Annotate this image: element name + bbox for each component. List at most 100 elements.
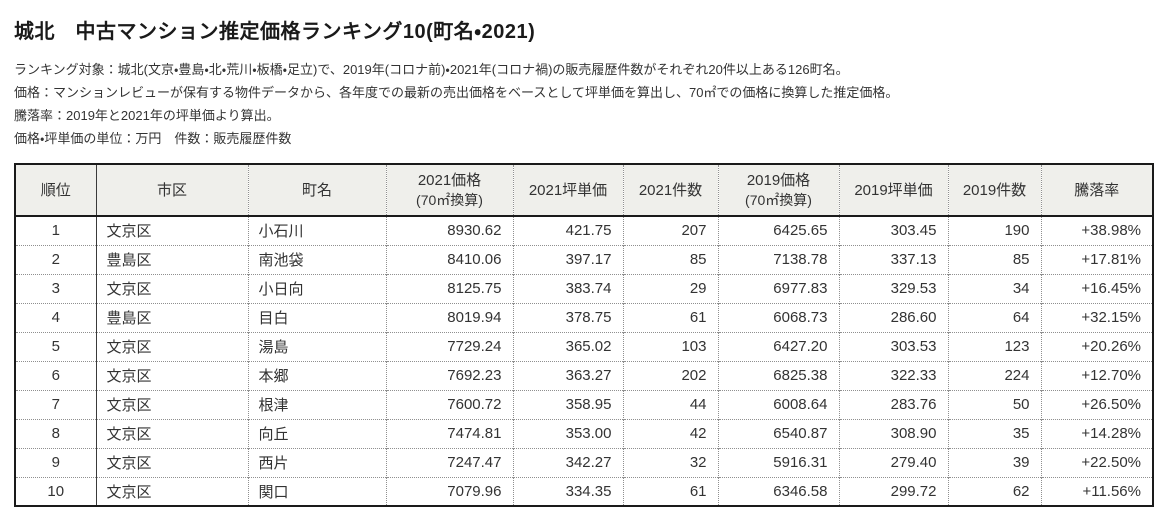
- cell-price2019: 6068.73: [718, 302, 840, 332]
- cell-price2021: 8410.06: [386, 244, 514, 274]
- cell-unit2021: 378.75: [513, 302, 624, 332]
- table-row: 4 豊島区 目白 8019.94 378.75 61 6068.73 286.60 64 +32.…: [15, 302, 1153, 332]
- column-header-label: 2019価格: [746, 172, 811, 189]
- cell-rank: 5: [15, 331, 97, 361]
- cell-price2019: 5916.31: [718, 447, 840, 477]
- cell-unit2021: 363.27: [513, 360, 624, 390]
- cell-ward: 文京区: [96, 216, 249, 245]
- column-header-sublabel: (70㎡換算): [745, 192, 812, 208]
- table-row: 3 文京区 小日向 8125.75 383.74 29 6977.83 329.53 34 +16…: [15, 273, 1153, 303]
- cell-price2021: 7474.81: [386, 418, 514, 448]
- note-change-rate: 騰落率：2019年と2021年の坪単価より算出。: [14, 108, 280, 123]
- column-header-count2019: 2019件数: [948, 164, 1042, 217]
- cell-unit2019: 279.40: [839, 447, 949, 477]
- table-row: 7 文京区 根津 7600.72 358.95 44 6008.64 283.76 50 +26.…: [15, 389, 1153, 419]
- cell-count2021: 61: [623, 302, 719, 332]
- table-row: 5 文京区 湯島 7729.24 365.02 103 6427.20 303.53 123 +2…: [15, 331, 1153, 361]
- cell-ward: 文京区: [96, 389, 249, 419]
- note-price-method: 価格：マンションレビューが保有する物件データから、各年度での最新の売出価格をベー…: [14, 85, 899, 100]
- table-header-row: 順位 市区 町名 2021価格 (70㎡換算) 2021坪単価 2021件数 2019価格 (7…: [15, 164, 1153, 217]
- cell-town: 向丘: [248, 418, 387, 448]
- cell-count2019: 62: [948, 476, 1042, 506]
- cell-rank: 8: [15, 418, 97, 448]
- page-title: 城北 中古マンション推定価格ランキング10(町名・2021): [14, 21, 536, 43]
- cell-price2019: 6425.65: [718, 216, 840, 245]
- column-header-unit2019: 2019坪単価: [839, 164, 949, 217]
- cell-rank: 1: [15, 216, 97, 245]
- cell-unit2019: 337.13: [839, 244, 949, 274]
- cell-ward: 文京区: [96, 447, 249, 477]
- cell-rank: 4: [15, 302, 97, 332]
- cell-change: +38.98%: [1081, 222, 1141, 240]
- column-header-price2019: 2019価格 (70㎡換算): [718, 164, 840, 217]
- cell-unit2021: 421.75: [513, 216, 624, 245]
- cell-count2019: 190: [948, 216, 1042, 245]
- cell-ward: 文京区: [96, 360, 249, 390]
- cell-count2019: 64: [948, 302, 1042, 332]
- table-row: 8 文京区 向丘 7474.81 353.00 42 6540.87 308.90 35 +14.…: [15, 418, 1153, 448]
- cell-town: 関口: [248, 476, 387, 506]
- cell-unit2019: 286.60: [839, 302, 949, 332]
- cell-price2019: 6008.64: [718, 389, 840, 419]
- note-ranking-target: ランキング対象：城北(文京・豊島・北・荒川・板橋・足立)で、2019年(コロナ前…: [14, 62, 849, 77]
- cell-count2019: 35: [948, 418, 1042, 448]
- table-row: 1 文京区 小石川 8930.62 421.75 207 6425.65 303.45 190 +…: [15, 216, 1153, 245]
- cell-unit2021: 397.17: [513, 244, 624, 274]
- cell-unit2019: 322.33: [839, 360, 949, 390]
- cell-unit2019: 283.76: [839, 389, 949, 419]
- cell-count2019: 39: [948, 447, 1042, 477]
- table-row: 6 文京区 本郷 7692.23 363.27 202 6825.38 322.33 224 +1…: [15, 360, 1153, 390]
- cell-unit2019: 329.53: [839, 273, 949, 303]
- cell-price2021: 7600.72: [386, 389, 514, 419]
- cell-count2021: 103: [623, 331, 719, 361]
- cell-change: +17.81%: [1041, 244, 1153, 274]
- column-header-label: 騰落率: [1074, 181, 1120, 199]
- cell-unit2021: 383.74: [513, 273, 624, 303]
- cell-price2019: 6540.87: [718, 418, 840, 448]
- cell-change: +32.15%: [1041, 302, 1153, 332]
- note-units: 価格・坪単価の単位：万円 件数：販売履歴件数: [14, 131, 292, 146]
- cell-unit2021: 353.00: [513, 418, 624, 448]
- cell-town: 目白: [248, 302, 387, 332]
- column-header-unit2021: 2021坪単価: [513, 164, 624, 217]
- cell-count2021: 44: [623, 389, 719, 419]
- cell-unit2021: 358.95: [513, 389, 624, 419]
- cell-change: +12.70%: [1041, 360, 1153, 390]
- column-header-rank: 順位: [15, 164, 97, 217]
- cell-price2019: 6825.38: [718, 360, 840, 390]
- table-row: 10 文京区 関口 7079.96 334.35 61 6346.58 299.72 62 +11…: [15, 476, 1153, 506]
- column-header-label: 2021坪単価: [528, 181, 608, 199]
- cell-price2019: 7138.78: [718, 244, 840, 274]
- cell-unit2021: 365.02: [513, 331, 624, 361]
- column-header-sublabel: (70㎡換算): [416, 192, 483, 208]
- column-header-change: 騰落率: [1041, 164, 1153, 217]
- cell-rank: 9: [15, 447, 97, 477]
- cell-town: 南池袋: [248, 244, 387, 274]
- cell-change: +26.50%: [1041, 389, 1153, 419]
- cell-count2019: 34: [948, 273, 1042, 303]
- cell-unit2021: 334.35: [513, 476, 624, 506]
- cell-town: 根津: [248, 389, 387, 419]
- table-row: 9 文京区 西片 7247.47 342.27 32 5916.31 279.40 39 +22.…: [15, 447, 1153, 477]
- cell-town: 本郷: [248, 360, 387, 390]
- cell-count2019: 224: [948, 360, 1042, 390]
- column-header-town: 町名: [248, 164, 387, 217]
- cell-change: +16.45%: [1041, 273, 1153, 303]
- cell-town: 湯島: [248, 331, 387, 361]
- cell-change: +14.28%: [1041, 418, 1153, 448]
- cell-count2019: 123: [948, 331, 1042, 361]
- cell-count2021: 61: [623, 476, 719, 506]
- cell-price2021: 7692.23: [386, 360, 514, 390]
- column-header-label: 2019坪単価: [854, 181, 933, 199]
- cell-ward: 文京区: [96, 331, 249, 361]
- cell-change: +11.56%: [1041, 476, 1153, 506]
- column-header-label: 2021件数: [638, 181, 703, 199]
- cell-rank: 6: [15, 360, 97, 390]
- column-header-label: 2019件数: [962, 181, 1027, 199]
- column-header-label: 2021価格: [417, 172, 482, 189]
- cell-count2021: 42: [623, 418, 719, 448]
- cell-ward: 文京区: [96, 418, 249, 448]
- cell-rank: 3: [15, 273, 97, 303]
- cell-price2021: 7247.47: [386, 447, 514, 477]
